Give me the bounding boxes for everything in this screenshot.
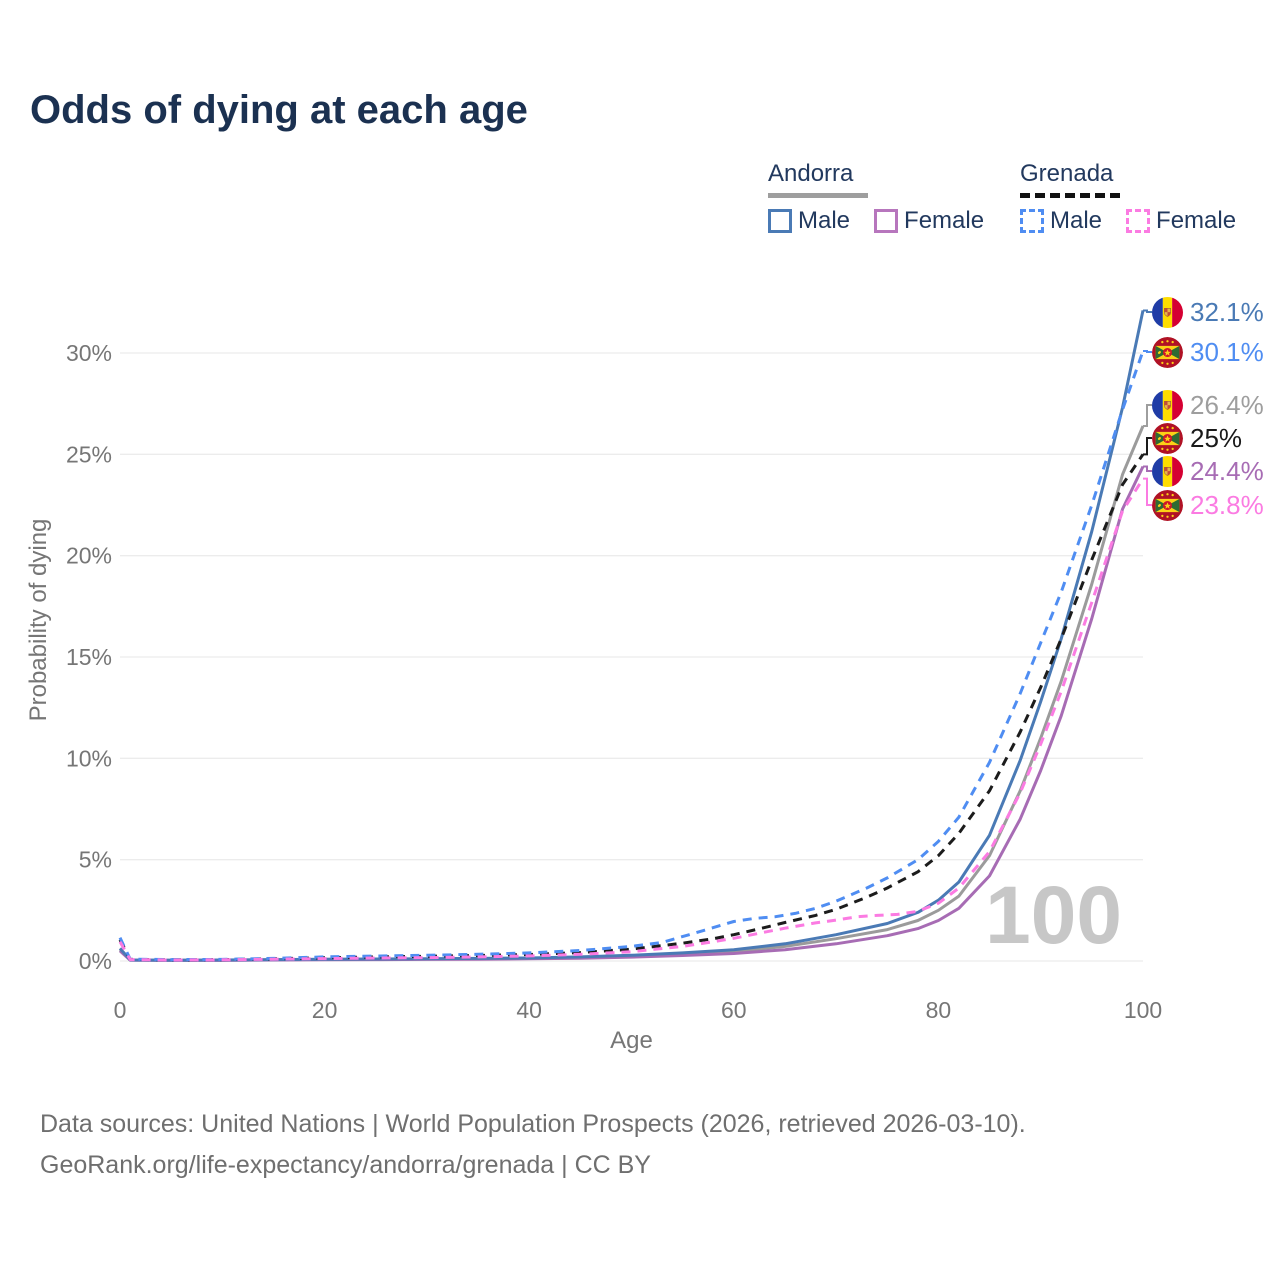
legend-item-andorra-male[interactable]: Male [768, 207, 850, 235]
legend-item-label: Female [1156, 207, 1237, 234]
end-label-value: 25% [1190, 422, 1243, 453]
series-line-andorra-male [118, 310, 1145, 962]
andorra-flag-icon [1152, 456, 1183, 487]
end-label-leader [1143, 477, 1152, 506]
y-tick-label: 20% [66, 543, 112, 569]
end-label-grenada-female: 23.8% [1152, 489, 1264, 521]
y-tick-label: 30% [66, 340, 112, 366]
x-tick-label: 20 [312, 997, 338, 1023]
legend-underline-dashed [1020, 193, 1120, 198]
legend-group-grenada: Grenada Male Female [1020, 160, 1236, 235]
end-label-andorra-male: 32.1% [1152, 296, 1264, 328]
grenada-flag-icon [1152, 423, 1183, 454]
legend-item-label: Female [904, 207, 985, 234]
y-tick-label: 5% [79, 847, 112, 873]
andorra-female-swatch-icon [874, 209, 899, 233]
andorra-flag-icon [1152, 390, 1183, 421]
end-label-leader [1143, 465, 1152, 472]
footer-attribution: GeoRank.org/life-expectancy/andorra/gren… [40, 1151, 651, 1179]
series-line-grenada-male [118, 350, 1145, 962]
grenada-female-swatch-icon [1126, 209, 1151, 233]
legend-item-andorra-female[interactable]: Female [874, 207, 984, 235]
end-label-andorra-female: 24.4% [1152, 455, 1264, 487]
x-tick-label: 100 [1124, 997, 1162, 1023]
end-label-andorra-both: 26.4% [1152, 389, 1264, 421]
end-label-leader [1143, 309, 1152, 313]
end-label-grenada-male: 30.1% [1152, 336, 1264, 368]
grenada-flag-icon [1152, 490, 1183, 521]
legend-item-label: Male [798, 207, 851, 234]
legend-country-grenada[interactable]: Grenada [1020, 160, 1114, 187]
x-tick-label: 80 [926, 997, 952, 1023]
line-chart: 0% 5% 10% 15% 20% 25% 30% 0 20 40 60 80 100 Probabili… [25, 309, 1162, 1054]
footer: Data sources: United Nations | World Pop… [40, 1104, 1026, 1186]
legend-item-grenada-female[interactable]: Female [1126, 207, 1236, 235]
footer-data-sources: Data sources: United Nations | World Pop… [40, 1110, 1026, 1138]
legend-item-label: Male [1050, 207, 1103, 234]
end-label-leader [1143, 404, 1152, 427]
end-label-value: 30.1% [1190, 336, 1264, 367]
legend-underline-solid [768, 193, 868, 198]
end-label-value: 23.8% [1190, 489, 1264, 520]
x-axis-title: Age [610, 1027, 653, 1054]
y-tick-label: 10% [66, 745, 112, 771]
grenada-male-swatch-icon [1020, 209, 1044, 233]
end-label-grenada-both: 25% [1152, 422, 1242, 454]
x-tick-label: 60 [721, 997, 747, 1023]
age-watermark: 100 [985, 870, 1122, 961]
grenada-flag-icon [1152, 337, 1183, 368]
legend-item-grenada-male[interactable]: Male [1020, 207, 1102, 235]
x-tick-label: 40 [516, 997, 542, 1023]
y-tick-label: 0% [79, 948, 112, 974]
andorra-flag-icon [1152, 297, 1183, 328]
end-label-value: 24.4% [1190, 455, 1264, 486]
page-title: Odds of dying at each age [30, 88, 528, 132]
end-label-value: 32.1% [1190, 296, 1264, 327]
series-line-grenada-female [118, 477, 1145, 962]
end-label-leader [1143, 349, 1152, 353]
legend-group-andorra: Andorra Male Female [768, 160, 984, 235]
end-label-leader [1143, 437, 1152, 456]
y-tick-label: 25% [66, 441, 112, 467]
x-tick-label: 0 [114, 997, 127, 1023]
legend-country-andorra[interactable]: Andorra [768, 160, 854, 187]
andorra-male-swatch-icon [768, 209, 792, 233]
end-label-value: 26.4% [1190, 389, 1264, 420]
y-tick-label: 15% [66, 644, 112, 670]
y-axis-title: Probability of dying [25, 519, 52, 722]
